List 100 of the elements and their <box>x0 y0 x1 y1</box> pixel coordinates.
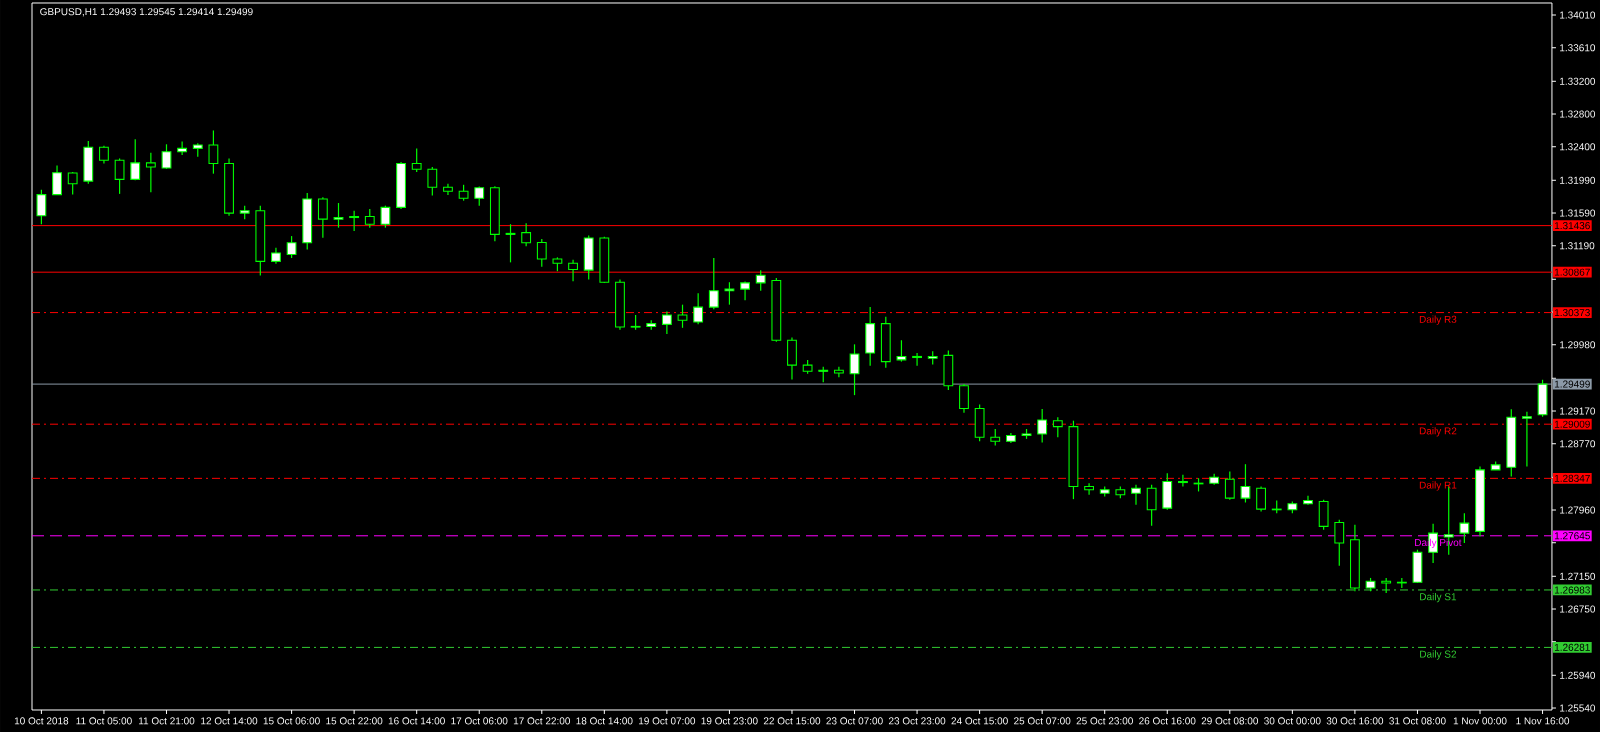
x-tick-label: 17 Oct 22:00 <box>513 717 571 725</box>
x-tick-label: 25 Oct 23:00 <box>1076 717 1133 725</box>
candlestick <box>740 280 750 301</box>
candlestick <box>1334 519 1345 567</box>
candlestick <box>1522 411 1532 468</box>
candlestick <box>114 157 125 195</box>
candlestick <box>1240 463 1251 504</box>
y-tick-label: 1.33610 <box>1560 44 1596 52</box>
candlestick <box>1256 485 1266 513</box>
candlestick <box>1052 416 1063 438</box>
ref-line-label: Daily S1 <box>1420 592 1457 603</box>
x-tick-label: 15 Oct 06:00 <box>263 717 320 725</box>
y-tick-label: 1.25540 <box>1560 704 1596 712</box>
candlestick <box>521 222 532 247</box>
text: 1.30867 <box>1554 268 1590 276</box>
candlestick <box>1224 470 1235 501</box>
x-tick-label: 12 Oct 14:00 <box>201 717 258 725</box>
candlestick <box>52 164 62 196</box>
candlestick <box>677 304 688 329</box>
x-tick-label: 10 Oct 2018 <box>14 717 69 725</box>
y-tick-label: 1.29170 <box>1560 407 1596 415</box>
candlestick <box>833 366 844 378</box>
candlestick <box>912 352 922 367</box>
x-tick-label: 23 Oct 07:00 <box>826 717 883 725</box>
y-tick-label: 1.26750 <box>1560 605 1596 613</box>
candlestick <box>333 202 344 229</box>
x-tick-label: 11 Oct 05:00 <box>76 717 132 725</box>
candlestick <box>959 383 969 414</box>
x-tick-label: 30 Oct 00:00 <box>1264 717 1321 725</box>
y-tick-label: 1.32800 <box>1560 110 1596 118</box>
x-tick-label: 11 Oct 21:00 <box>138 717 195 725</box>
ref-line-label: Daily R1 <box>1419 481 1457 491</box>
candlestick <box>317 196 328 239</box>
y-tick-label: 1.27150 <box>1560 572 1596 580</box>
candlestick <box>693 292 704 325</box>
candlestick <box>427 166 438 197</box>
candlestick <box>755 269 766 292</box>
candlestick <box>443 183 453 196</box>
x-tick-label: 15 Oct 22:00 <box>326 717 383 725</box>
x-tick-label: 18 Oct 14:00 <box>576 717 633 725</box>
candlestick <box>568 259 578 282</box>
candlestick <box>1146 484 1157 527</box>
candlestick <box>1177 474 1188 488</box>
candlestick <box>849 343 860 396</box>
candlestick <box>1084 482 1094 496</box>
candlestick <box>724 281 735 306</box>
candlestick <box>411 147 422 173</box>
y-tick-label: 1.34010 <box>1560 11 1596 19</box>
candlestick <box>1037 408 1048 444</box>
candlestick <box>286 235 297 259</box>
y-tick-label: 1.29980 <box>1560 341 1596 349</box>
candlestick <box>708 257 719 310</box>
text: 1.30373 <box>1554 309 1590 317</box>
x-tick-label: 1 Nov 16:00 <box>1516 717 1570 725</box>
x-tick-label: 25 Oct 07:00 <box>1014 717 1071 725</box>
x-tick-label: 16 Oct 14:00 <box>388 717 445 725</box>
x-tick-label: 26 Oct 16:00 <box>1139 717 1196 725</box>
text: 1.29499 <box>1554 380 1590 388</box>
candlestick <box>208 129 219 175</box>
x-tick-label: 31 Oct 08:00 <box>1389 717 1446 725</box>
y-tick-label: 1.31190 <box>1560 242 1595 250</box>
x-tick-label: 19 Oct 07:00 <box>639 717 696 725</box>
text: 1.26281 <box>1554 643 1590 651</box>
x-tick-label: 29 Oct 08:00 <box>1201 717 1259 725</box>
candlestick <box>364 208 375 229</box>
x-tick-label: 24 Oct 15:00 <box>951 717 1008 725</box>
candlestick <box>896 339 907 363</box>
y-tick-label: 1.33200 <box>1560 77 1596 85</box>
chart-title: GBPUSD,H1 1.29493 1.29545 1.29414 1.29499 <box>40 8 253 17</box>
candlestick <box>177 140 188 156</box>
y-tick-label: 1.25940 <box>1560 671 1596 679</box>
candlestick <box>1303 495 1313 506</box>
y-tick-label: 1.31990 <box>1560 176 1596 184</box>
candlestick <box>130 138 141 181</box>
candlestick <box>536 238 547 268</box>
x-tick-label: 22 Oct 15:00 <box>763 717 821 725</box>
candlestick <box>661 310 672 335</box>
ref-line-label: Daily R3 <box>1419 315 1457 325</box>
text: 1.29009 <box>1554 420 1590 428</box>
y-tick-label: 1.27960 <box>1560 506 1596 514</box>
ref-line-label: Daily S2 <box>1420 650 1457 660</box>
y-tick-label: 1.31590 <box>1560 209 1596 217</box>
text: 1.26983 <box>1554 586 1590 594</box>
candlestick <box>145 152 156 193</box>
candlestick <box>1131 484 1141 506</box>
x-tick-label: 1 Nov 00:00 <box>1453 717 1507 725</box>
ref-line-label: Daily R2 <box>1419 427 1457 437</box>
y-tick-label: 1.28770 <box>1560 440 1596 448</box>
y-tick-label: 1.32400 <box>1560 143 1596 151</box>
candlestick <box>161 143 172 170</box>
x-tick-label: 17 Oct 06:00 <box>451 717 508 725</box>
text: 1.28347 <box>1554 474 1590 482</box>
candlestick <box>380 205 391 229</box>
candlestick <box>349 210 360 232</box>
x-tick-label: 19 Oct 23:00 <box>701 717 758 725</box>
text: 1.31436 <box>1554 222 1590 230</box>
candlestick <box>505 223 516 263</box>
text: 1.27645 <box>1554 532 1590 540</box>
x-tick-label: 30 Oct 16:00 <box>1326 717 1384 725</box>
x-tick-label: 23 Oct 23:00 <box>888 717 946 725</box>
